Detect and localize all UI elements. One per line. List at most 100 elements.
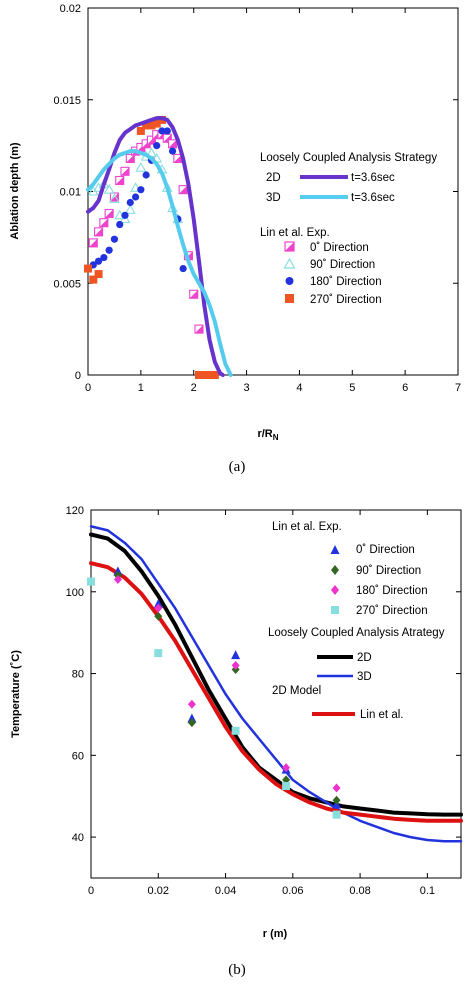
panel-a-point-270-direction xyxy=(147,121,156,130)
panel-b-x-tick-label: 0.04 xyxy=(215,885,236,897)
panel-b-y-tick-label: 80 xyxy=(72,669,84,681)
panel-b-y-tick-label: 100 xyxy=(66,587,84,599)
panel-a-legend-marker-180deg xyxy=(285,277,294,285)
panel-b-y-axis-title: Temperature (˚C) xyxy=(10,650,22,738)
panel-a-plot-area xyxy=(84,115,233,379)
panel-b-point-0-direction xyxy=(113,566,123,576)
panel-b-plot-area xyxy=(87,525,463,843)
panel-b-point-180-direction xyxy=(113,575,122,585)
panel-b-legend-marker-270deg xyxy=(331,606,339,614)
panel-a-point-90-direction xyxy=(108,193,120,203)
panel-a-x-tick-label: 0 xyxy=(85,382,91,394)
panel-b-point-180-direction xyxy=(332,783,341,793)
panel-a-point-90-direction xyxy=(135,162,147,172)
panel-a-legend-label-270deg: 270˚ Direction xyxy=(310,294,382,306)
panel-a-point-270-direction xyxy=(210,371,219,379)
panel-a-point-90-direction xyxy=(103,184,115,194)
panel-b-legend-marker-0deg xyxy=(330,545,340,554)
panel-a-legend-header-exp: Lin et al. Exp. xyxy=(260,227,330,239)
panel-b-legend-label-270deg: 270˚ Direction xyxy=(356,605,428,617)
panel-a-point-180-direction xyxy=(153,142,161,150)
panel-a-legend-marker-270deg xyxy=(285,294,294,303)
panel-b-point-180-direction xyxy=(187,699,196,709)
panel-a-x-axis-title-main: r/R xyxy=(257,428,272,440)
panel-b-legend-label-0deg: 0˚ Direction xyxy=(356,544,415,556)
panel-a-point-180-direction xyxy=(110,235,119,243)
panel-a-point-180-direction xyxy=(94,257,103,265)
panel-b-legend-header-model: Loosely Coupled Analysis Atrategy xyxy=(268,627,445,639)
panel-a-x-axis-title-sub: N xyxy=(273,433,279,442)
panel-a-point-270-direction xyxy=(142,121,151,130)
panel-b-label: (b) xyxy=(228,962,246,978)
panel-b-point-180-direction xyxy=(231,660,240,670)
panel-a-y-tick-label: 0.005 xyxy=(53,278,81,290)
panel-a-x-axis-title: r/RN xyxy=(257,428,278,442)
panel-b-legend-header-2dmodel: 2D Model xyxy=(272,685,321,697)
panel-a-legend-prefix-2d: 2D xyxy=(266,172,281,184)
panel-a-x-tick-label: 2 xyxy=(191,382,197,394)
panel-b-x-tick-label: 0 xyxy=(88,885,94,897)
panel-a-x-tick-label: 7 xyxy=(455,382,461,394)
panel-a-point-180-direction xyxy=(116,220,124,229)
panel-a-point-0-direction xyxy=(125,153,135,164)
panel-a-point-270-direction xyxy=(94,270,103,279)
panel-a-point-90-direction xyxy=(119,213,131,224)
panel-b-x-axis-title: r (m) xyxy=(263,928,288,940)
panel-a-point-180-direction xyxy=(158,127,166,135)
panel-a-point-270-direction xyxy=(84,264,92,273)
panel-b-series-line-3d xyxy=(89,525,463,843)
panel-a-legend: Loosely Coupled Analysis Strategy 2D t=3… xyxy=(260,152,437,306)
panel-a-point-0-direction xyxy=(189,289,199,299)
panel-a-point-0-direction xyxy=(115,175,125,186)
panel-a-label: (a) xyxy=(229,459,246,475)
panel-b-point-90-direction xyxy=(187,718,196,728)
panel-a-x-tick-label: 3 xyxy=(244,382,250,394)
panel-b-point-0-direction xyxy=(231,650,241,660)
panel-a-point-180-direction xyxy=(137,186,145,194)
panel-b-point-0-direction xyxy=(153,599,163,609)
panel-b-legend-label-180deg: 180˚ Direction xyxy=(356,585,428,597)
panel-a-point-270-direction xyxy=(200,371,209,379)
panel-a-point-90-direction xyxy=(124,204,136,214)
panel-b-y-tick-label: 40 xyxy=(72,832,84,844)
panel-a-y-tick-label: 0.02 xyxy=(60,3,81,15)
panel-a-point-180-direction xyxy=(168,147,177,155)
panel-a-point-0-direction xyxy=(178,185,188,195)
panel-b-legend-marker-180deg xyxy=(331,585,339,595)
panel-a-point-180-direction xyxy=(142,171,150,179)
panel-b-legend-label-lin: Lin et al. xyxy=(360,709,403,721)
panel-a-point-90-direction xyxy=(130,182,142,192)
panel-b-point-0-direction xyxy=(187,713,197,723)
panel-a-point-180-direction xyxy=(179,264,187,273)
panel-a-point-0-direction xyxy=(99,218,109,228)
panel-b-series-line-lin-et-al xyxy=(89,561,463,823)
panel-a-legend-label-3d: t=3.6sec xyxy=(351,192,395,204)
panel-b-y-tick-label: 120 xyxy=(66,505,84,517)
panel-b-ticks: 0 0.02 0.04 0.06 0.08 0.1 40 60 80 100 120 xyxy=(66,505,461,897)
panel-a-point-270-direction xyxy=(195,371,203,379)
panel-a-point-270-direction xyxy=(205,371,214,379)
panel-a-y-tick-label: 0 xyxy=(75,370,81,382)
panel-b-legend-header-exp: Lin et al. Exp. xyxy=(272,521,342,533)
panel-a-point-180-direction xyxy=(126,198,134,207)
panel-a-point-0-direction xyxy=(194,324,204,334)
panel-b-legend-label-2d: 2D xyxy=(357,652,372,664)
panel-a-point-180-direction xyxy=(121,211,129,219)
panel-b-point-270-direction xyxy=(231,726,240,735)
panel-b-point-180-direction xyxy=(282,763,291,773)
panel-a-x-tick-label: 1 xyxy=(138,382,144,394)
panel-a-legend-prefix-3d: 3D xyxy=(266,192,281,204)
panel-a-point-0-direction xyxy=(94,227,104,237)
panel-a-y-axis-title: Ablation depth (m) xyxy=(9,142,21,239)
panel-a-legend-marker-90deg xyxy=(283,257,296,269)
panel-a-point-0-direction xyxy=(168,139,178,149)
panel-a-point-0-direction xyxy=(88,238,98,248)
panel-b-series-line-2d xyxy=(89,532,463,817)
panel-a-legend-header-model: Loosely Coupled Analysis Strategy xyxy=(260,152,437,164)
panel-a-point-270-direction xyxy=(136,126,145,135)
panel-b-chart: 0 0.02 0.04 0.06 0.08 0.1 40 60 80 100 120 Tempera… xyxy=(10,505,463,978)
panel-a-legend-marker-0deg xyxy=(284,241,295,252)
panel-b-legend-label-3d: 3D xyxy=(357,671,372,683)
panel-a-y-tick-label: 0.015 xyxy=(53,95,81,107)
